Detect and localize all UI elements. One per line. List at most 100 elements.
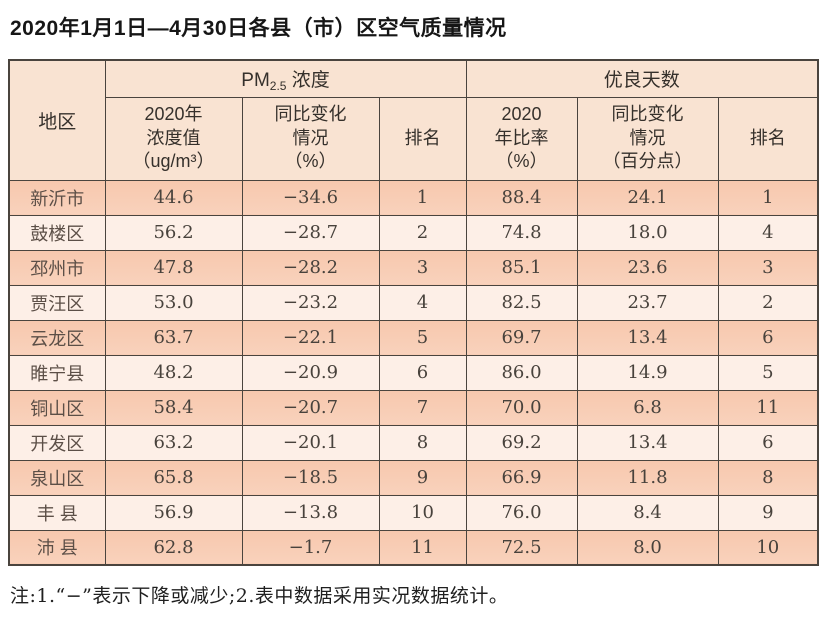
pm-change-cell: −13.8 <box>241 494 380 531</box>
good-ratio-cell: 88.4 <box>465 179 578 216</box>
good-change-cell: 18.0 <box>576 214 719 251</box>
good-ratio-cell: 66.9 <box>465 459 578 496</box>
good-ratio-cell: 70.0 <box>465 389 578 426</box>
table-row: 贾汪区 53.0 −23.2 4 82.5 23.7 2 <box>8 284 819 321</box>
pm-value-cell: 44.6 <box>104 179 243 216</box>
column-header-pm-change: 同比变化 情况 （%） <box>241 96 380 181</box>
good-ratio-cell: 86.0 <box>465 354 578 391</box>
column-header-good-rank: 排名 <box>717 96 819 181</box>
column-header-good-ratio: 2020 年比率 （%） <box>465 96 578 181</box>
region-cell: 丰 县 <box>8 494 106 531</box>
good-rank-cell: 9 <box>717 494 819 531</box>
good-rank-cell: 4 <box>717 214 819 251</box>
pm-value-cell: 63.2 <box>104 424 243 461</box>
pm-rank-cell: 2 <box>378 214 467 251</box>
region-cell: 贾汪区 <box>8 284 106 321</box>
good-rank-cell: 11 <box>717 389 819 426</box>
region-cell: 睢宁县 <box>8 354 106 391</box>
pm-change-cell: −1.7 <box>241 529 380 566</box>
good-change-cell: 14.9 <box>576 354 719 391</box>
pm-change-cell: −20.9 <box>241 354 380 391</box>
header-sub-row: 2020年 浓度值 （ug/m³） 同比变化 情况 （%） 排名 2020 年比… <box>9 96 819 181</box>
pm-rank-cell: 5 <box>378 319 467 356</box>
pm-change-cell: −20.1 <box>241 424 380 461</box>
column-header-region: 地区 <box>8 59 106 181</box>
table-row: 开发区 63.2 −20.1 8 69.2 13.4 6 <box>8 424 819 461</box>
table-row: 泉山区 65.8 −18.5 9 66.9 11.8 8 <box>8 459 819 496</box>
good-ratio-cell: 82.5 <box>465 284 578 321</box>
table-row: 邳州市 47.8 −28.2 3 85.1 23.6 3 <box>8 249 819 286</box>
good-ratio-cell: 69.2 <box>465 424 578 461</box>
pm-change-cell: −18.5 <box>241 459 380 496</box>
pm-value-cell: 56.9 <box>104 494 243 531</box>
good-change-cell: 13.4 <box>576 319 719 356</box>
good-change-cell: 13.4 <box>576 424 719 461</box>
pm-change-cell: −23.2 <box>241 284 380 321</box>
pm25-label-prefix: PM <box>241 69 270 91</box>
column-group-good-days: 优良天数 <box>465 59 819 98</box>
footnote: 注:1.“−”表示下降或减少;2.表中数据采用实况数据统计。 <box>10 585 509 607</box>
pm-change-cell: −28.7 <box>241 214 380 251</box>
good-rank-cell: 6 <box>717 319 819 356</box>
pm-rank-cell: 1 <box>378 179 467 216</box>
pm-change-cell: −22.1 <box>241 319 380 356</box>
column-header-good-change: 同比变化 情况 （百分点） <box>576 96 719 181</box>
region-cell: 沛 县 <box>8 529 106 566</box>
pm-rank-cell: 9 <box>378 459 467 496</box>
pm-value-cell: 65.8 <box>104 459 243 496</box>
table-row: 睢宁县 48.2 −20.9 6 86.0 14.9 5 <box>8 354 819 391</box>
column-header-pm-value: 2020年 浓度值 （ug/m³） <box>104 96 243 181</box>
pm-change-cell: −20.7 <box>241 389 380 426</box>
good-change-cell: 23.7 <box>576 284 719 321</box>
pm-rank-cell: 10 <box>378 494 467 531</box>
pm25-label-subscript: 2.5 <box>269 78 287 93</box>
page-title: 2020年1月1日—4月30日各县（市）区空气质量情况 <box>10 17 507 40</box>
region-cell: 鼓楼区 <box>8 214 106 251</box>
column-header-pm-rank: 排名 <box>378 96 467 181</box>
good-rank-cell: 1 <box>717 179 819 216</box>
good-ratio-cell: 72.5 <box>465 529 578 566</box>
pm-value-cell: 47.8 <box>104 249 243 286</box>
good-rank-cell: 8 <box>717 459 819 496</box>
good-rank-cell: 6 <box>717 424 819 461</box>
pm-value-cell: 53.0 <box>104 284 243 321</box>
table-row: 沛 县 62.8 −1.7 11 72.5 8.0 10 <box>8 529 819 566</box>
good-rank-cell: 5 <box>717 354 819 391</box>
region-cell: 开发区 <box>8 424 106 461</box>
region-cell: 泉山区 <box>8 459 106 496</box>
pm-value-cell: 56.2 <box>104 214 243 251</box>
good-ratio-cell: 74.8 <box>465 214 578 251</box>
good-change-cell: 6.8 <box>576 389 719 426</box>
pm-rank-cell: 7 <box>378 389 467 426</box>
table-row: 云龙区 63.7 −22.1 5 69.7 13.4 6 <box>8 319 819 356</box>
good-rank-cell: 2 <box>717 284 819 321</box>
table-header: 地区 PM2.5 浓度 优良天数 2020年 浓度值 （ug/m³） 同比变化 … <box>8 59 819 181</box>
good-rank-cell: 10 <box>717 529 819 566</box>
pm-rank-cell: 3 <box>378 249 467 286</box>
table-row: 铜山区 58.4 −20.7 7 70.0 6.8 11 <box>8 389 819 426</box>
good-change-cell: 23.6 <box>576 249 719 286</box>
region-cell: 铜山区 <box>8 389 106 426</box>
column-group-pm25: PM2.5 浓度 <box>104 59 467 98</box>
good-rank-cell: 3 <box>717 249 819 286</box>
header-group-row: 地区 PM2.5 浓度 优良天数 <box>8 59 819 181</box>
region-cell: 云龙区 <box>8 319 106 356</box>
pm-rank-cell: 11 <box>378 529 467 566</box>
pm-rank-cell: 4 <box>378 284 467 321</box>
good-change-cell: 24.1 <box>576 179 719 216</box>
good-ratio-cell: 76.0 <box>465 494 578 531</box>
pm-rank-cell: 6 <box>378 354 467 391</box>
pm-value-cell: 58.4 <box>104 389 243 426</box>
good-ratio-cell: 69.7 <box>465 319 578 356</box>
good-change-cell: 8.0 <box>576 529 719 566</box>
good-ratio-cell: 85.1 <box>465 249 578 286</box>
region-cell: 新沂市 <box>8 179 106 216</box>
table-row: 新沂市 44.6 −34.6 1 88.4 24.1 1 <box>8 179 819 216</box>
table-row: 丰 县 56.9 −13.8 10 76.0 8.4 9 <box>8 494 819 531</box>
good-change-cell: 11.8 <box>576 459 719 496</box>
pm25-label-suffix: 浓度 <box>286 69 330 91</box>
pm-change-cell: −28.2 <box>241 249 380 286</box>
pm-value-cell: 48.2 <box>104 354 243 391</box>
pm-value-cell: 62.8 <box>104 529 243 566</box>
